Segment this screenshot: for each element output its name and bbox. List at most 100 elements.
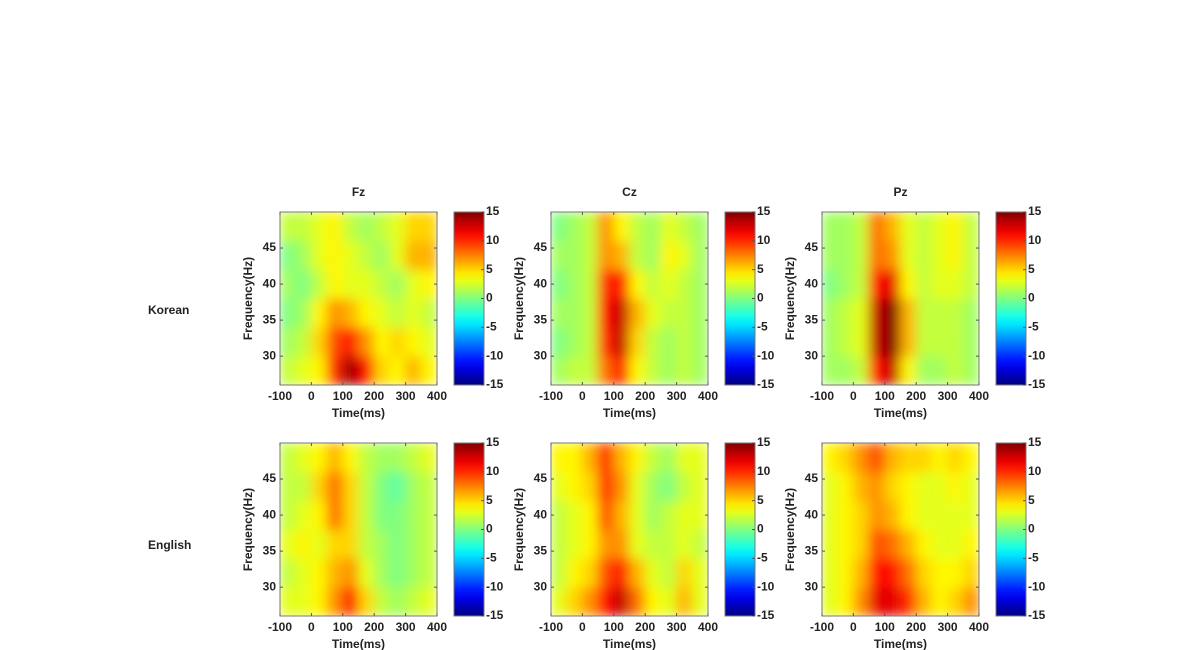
cell [629, 269, 646, 299]
cell [295, 500, 312, 530]
cell [837, 529, 854, 559]
cell [660, 240, 678, 271]
cell [310, 240, 328, 271]
cell [644, 557, 662, 588]
cell [373, 557, 391, 588]
cell [691, 326, 708, 357]
cell [915, 269, 933, 299]
cell [900, 500, 917, 530]
cell [358, 443, 375, 473]
colorbar-tick-label: 10 [486, 233, 500, 247]
cell [660, 269, 678, 299]
colorbar-tick-label: -10 [1028, 579, 1046, 593]
cell [822, 240, 839, 271]
cell [280, 355, 297, 385]
cell [691, 240, 708, 271]
cell [613, 240, 630, 271]
y-tick-label: 35 [263, 543, 277, 557]
cell [884, 326, 901, 357]
y-tick-label: 45 [534, 240, 548, 254]
cell [900, 471, 917, 502]
cell [676, 212, 693, 242]
cell [660, 471, 678, 502]
cell [342, 269, 359, 299]
cell [837, 557, 854, 588]
cell [691, 500, 708, 530]
cells [551, 443, 708, 616]
panel-title: Pz [893, 185, 907, 199]
heatmap-panel: -100 0 100 200 300 40030354045CzTime(ms)Frequ… [512, 185, 774, 420]
cell [852, 326, 870, 357]
cell [566, 500, 583, 530]
cell [868, 240, 886, 271]
x-tick-label: -100 [810, 389, 834, 403]
cell [962, 240, 979, 271]
y-tick-label: 45 [263, 471, 277, 485]
cell [900, 355, 917, 385]
cell [852, 240, 870, 271]
cell [676, 240, 693, 271]
cell [613, 471, 630, 502]
colorbar-tick-label: 15 [486, 435, 500, 449]
plot-frame [279, 442, 438, 617]
cell [900, 240, 917, 271]
colorbar-tick-label: 5 [1028, 262, 1035, 276]
cell [566, 240, 583, 271]
cell [280, 269, 297, 299]
cell [915, 240, 933, 271]
x-tick-label: 300 [667, 620, 687, 634]
cell [389, 355, 407, 385]
cell [326, 471, 344, 502]
plot-frame [550, 442, 709, 617]
cell [310, 557, 328, 588]
cell [420, 355, 437, 385]
cell [420, 212, 437, 242]
cell [900, 443, 917, 473]
cell [405, 355, 422, 385]
cell [295, 529, 312, 559]
cell [868, 355, 886, 385]
cells-blur [551, 443, 708, 616]
x-tick-label: 100 [604, 620, 624, 634]
cell [691, 355, 708, 385]
x-tick-label: 100 [875, 620, 895, 634]
colorbar-tick-label: -10 [757, 348, 775, 362]
cell [373, 212, 391, 242]
cell [900, 326, 917, 357]
colorbar-tick-label: 10 [757, 233, 771, 247]
y-tick-label: 35 [263, 312, 277, 326]
cell [931, 298, 949, 328]
x-tick-label: 400 [427, 389, 447, 403]
cell [947, 586, 964, 616]
x-axis-label: Time(ms) [603, 637, 656, 650]
cell [837, 586, 854, 616]
cell [644, 586, 662, 616]
cell [900, 557, 917, 588]
cell [962, 212, 979, 242]
cell [342, 298, 359, 328]
cell [691, 529, 708, 559]
plot-frame [550, 211, 709, 386]
colorbar-tick-label: -15 [1028, 608, 1046, 622]
cell [326, 557, 344, 588]
cell [676, 586, 693, 616]
cell [342, 557, 359, 588]
cell [551, 471, 568, 502]
x-tick-label: 400 [969, 389, 989, 403]
cell [868, 557, 886, 588]
cell [551, 326, 568, 357]
cell [358, 529, 375, 559]
cell [295, 269, 312, 299]
colorbar-tick-label: -10 [757, 579, 775, 593]
cell [868, 443, 886, 473]
cell [420, 240, 437, 271]
cells [822, 443, 979, 616]
cell [597, 529, 615, 559]
cell [310, 443, 328, 473]
cell [326, 443, 344, 473]
cell [915, 355, 933, 385]
cell [629, 500, 646, 530]
cell [326, 269, 344, 299]
cell [644, 269, 662, 299]
cell [691, 471, 708, 502]
